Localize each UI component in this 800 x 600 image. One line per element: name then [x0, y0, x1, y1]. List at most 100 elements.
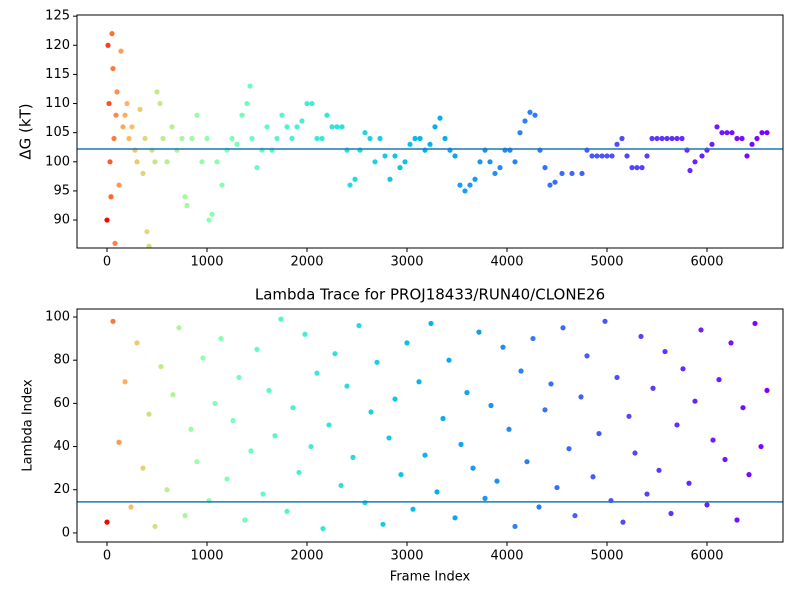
- x-tick-label: 0: [103, 549, 111, 564]
- data-point: [194, 459, 200, 465]
- data-point: [506, 426, 512, 432]
- data-point: [412, 135, 418, 142]
- data-point: [749, 141, 755, 147]
- data-point: [154, 89, 160, 95]
- data-point: [402, 159, 408, 165]
- data-point: [110, 318, 116, 324]
- data-point: [532, 112, 538, 118]
- data-point: [758, 443, 764, 450]
- data-point: [572, 513, 578, 519]
- data-point: [230, 418, 236, 424]
- data-point: [339, 124, 345, 130]
- data-point: [698, 327, 704, 333]
- data-point: [602, 318, 608, 324]
- data-point: [752, 320, 758, 327]
- data-point: [452, 153, 458, 159]
- data-point: [152, 523, 158, 530]
- data-point: [687, 167, 693, 174]
- data-point: [137, 106, 143, 112]
- data-point: [740, 405, 746, 411]
- data-point: [472, 176, 478, 182]
- data-point: [704, 502, 710, 508]
- data-point: [392, 396, 398, 402]
- data-point: [104, 217, 110, 223]
- data-point: [278, 316, 284, 322]
- data-point: [759, 130, 765, 136]
- y-tick-label: 60: [53, 396, 70, 411]
- data-point: [692, 159, 698, 165]
- axes-frame: [76, 14, 784, 249]
- data-point: [492, 170, 498, 177]
- data-point: [524, 459, 530, 465]
- y-tick-label: 115: [45, 67, 70, 82]
- data-point: [254, 165, 260, 171]
- x-tick-label: 1000: [190, 255, 223, 270]
- data-point: [290, 405, 296, 411]
- data-point: [319, 135, 325, 142]
- data-point: [299, 118, 305, 124]
- data-point: [157, 100, 163, 107]
- data-point: [428, 320, 434, 327]
- data-point: [649, 135, 655, 142]
- data-point: [212, 400, 218, 406]
- data-point: [380, 521, 386, 527]
- y-tick-label: 90: [53, 213, 70, 228]
- data-point: [739, 135, 745, 142]
- data-point: [397, 165, 403, 171]
- data-point: [410, 506, 416, 512]
- data-point: [654, 135, 660, 142]
- data-point: [110, 65, 116, 72]
- data-point: [326, 422, 332, 428]
- y-tick-label: 120: [45, 38, 70, 53]
- y-axis-label: ΔG (kT): [17, 103, 35, 159]
- data-point: [674, 135, 680, 142]
- data-point: [140, 465, 146, 471]
- data-point: [352, 176, 358, 182]
- data-point: [644, 153, 650, 159]
- data-point: [604, 153, 610, 159]
- data-point: [144, 229, 150, 235]
- data-point: [512, 523, 518, 530]
- data-point: [272, 433, 278, 439]
- data-point: [294, 124, 300, 130]
- data-point: [134, 159, 140, 165]
- x-tick-label: 3000: [390, 255, 423, 270]
- data-point: [517, 130, 523, 136]
- data-point: [442, 135, 448, 142]
- data-point: [324, 112, 330, 118]
- data-point: [350, 454, 356, 460]
- data-point: [619, 135, 625, 142]
- data-point: [527, 109, 533, 115]
- data-point: [107, 159, 113, 165]
- data-point: [104, 519, 110, 525]
- data-point: [668, 510, 674, 517]
- y-tick-label: 80: [53, 353, 70, 368]
- data-point: [209, 211, 215, 217]
- data-point: [416, 379, 422, 385]
- data-point: [219, 182, 225, 188]
- data-point: [124, 100, 130, 107]
- data-point: [470, 465, 476, 471]
- data-point: [542, 407, 548, 413]
- data-point: [362, 500, 368, 506]
- data-point: [108, 194, 114, 200]
- data-point: [578, 394, 584, 400]
- data-point: [169, 124, 175, 130]
- data-point: [699, 153, 705, 159]
- x-axis-label: Frame Index: [390, 570, 471, 585]
- data-point: [158, 364, 164, 370]
- data-point: [554, 484, 560, 491]
- data-point: [620, 519, 626, 525]
- x-tick-label: 6000: [690, 549, 723, 564]
- data-point: [249, 135, 255, 142]
- data-point: [142, 135, 148, 142]
- data-point: [164, 159, 170, 165]
- data-point: [467, 182, 473, 188]
- data-point: [189, 135, 195, 142]
- data-point: [122, 112, 128, 118]
- data-point: [332, 351, 338, 357]
- data-point: [382, 153, 388, 159]
- data-point: [264, 124, 270, 130]
- data-point: [266, 387, 272, 394]
- data-point: [614, 141, 620, 147]
